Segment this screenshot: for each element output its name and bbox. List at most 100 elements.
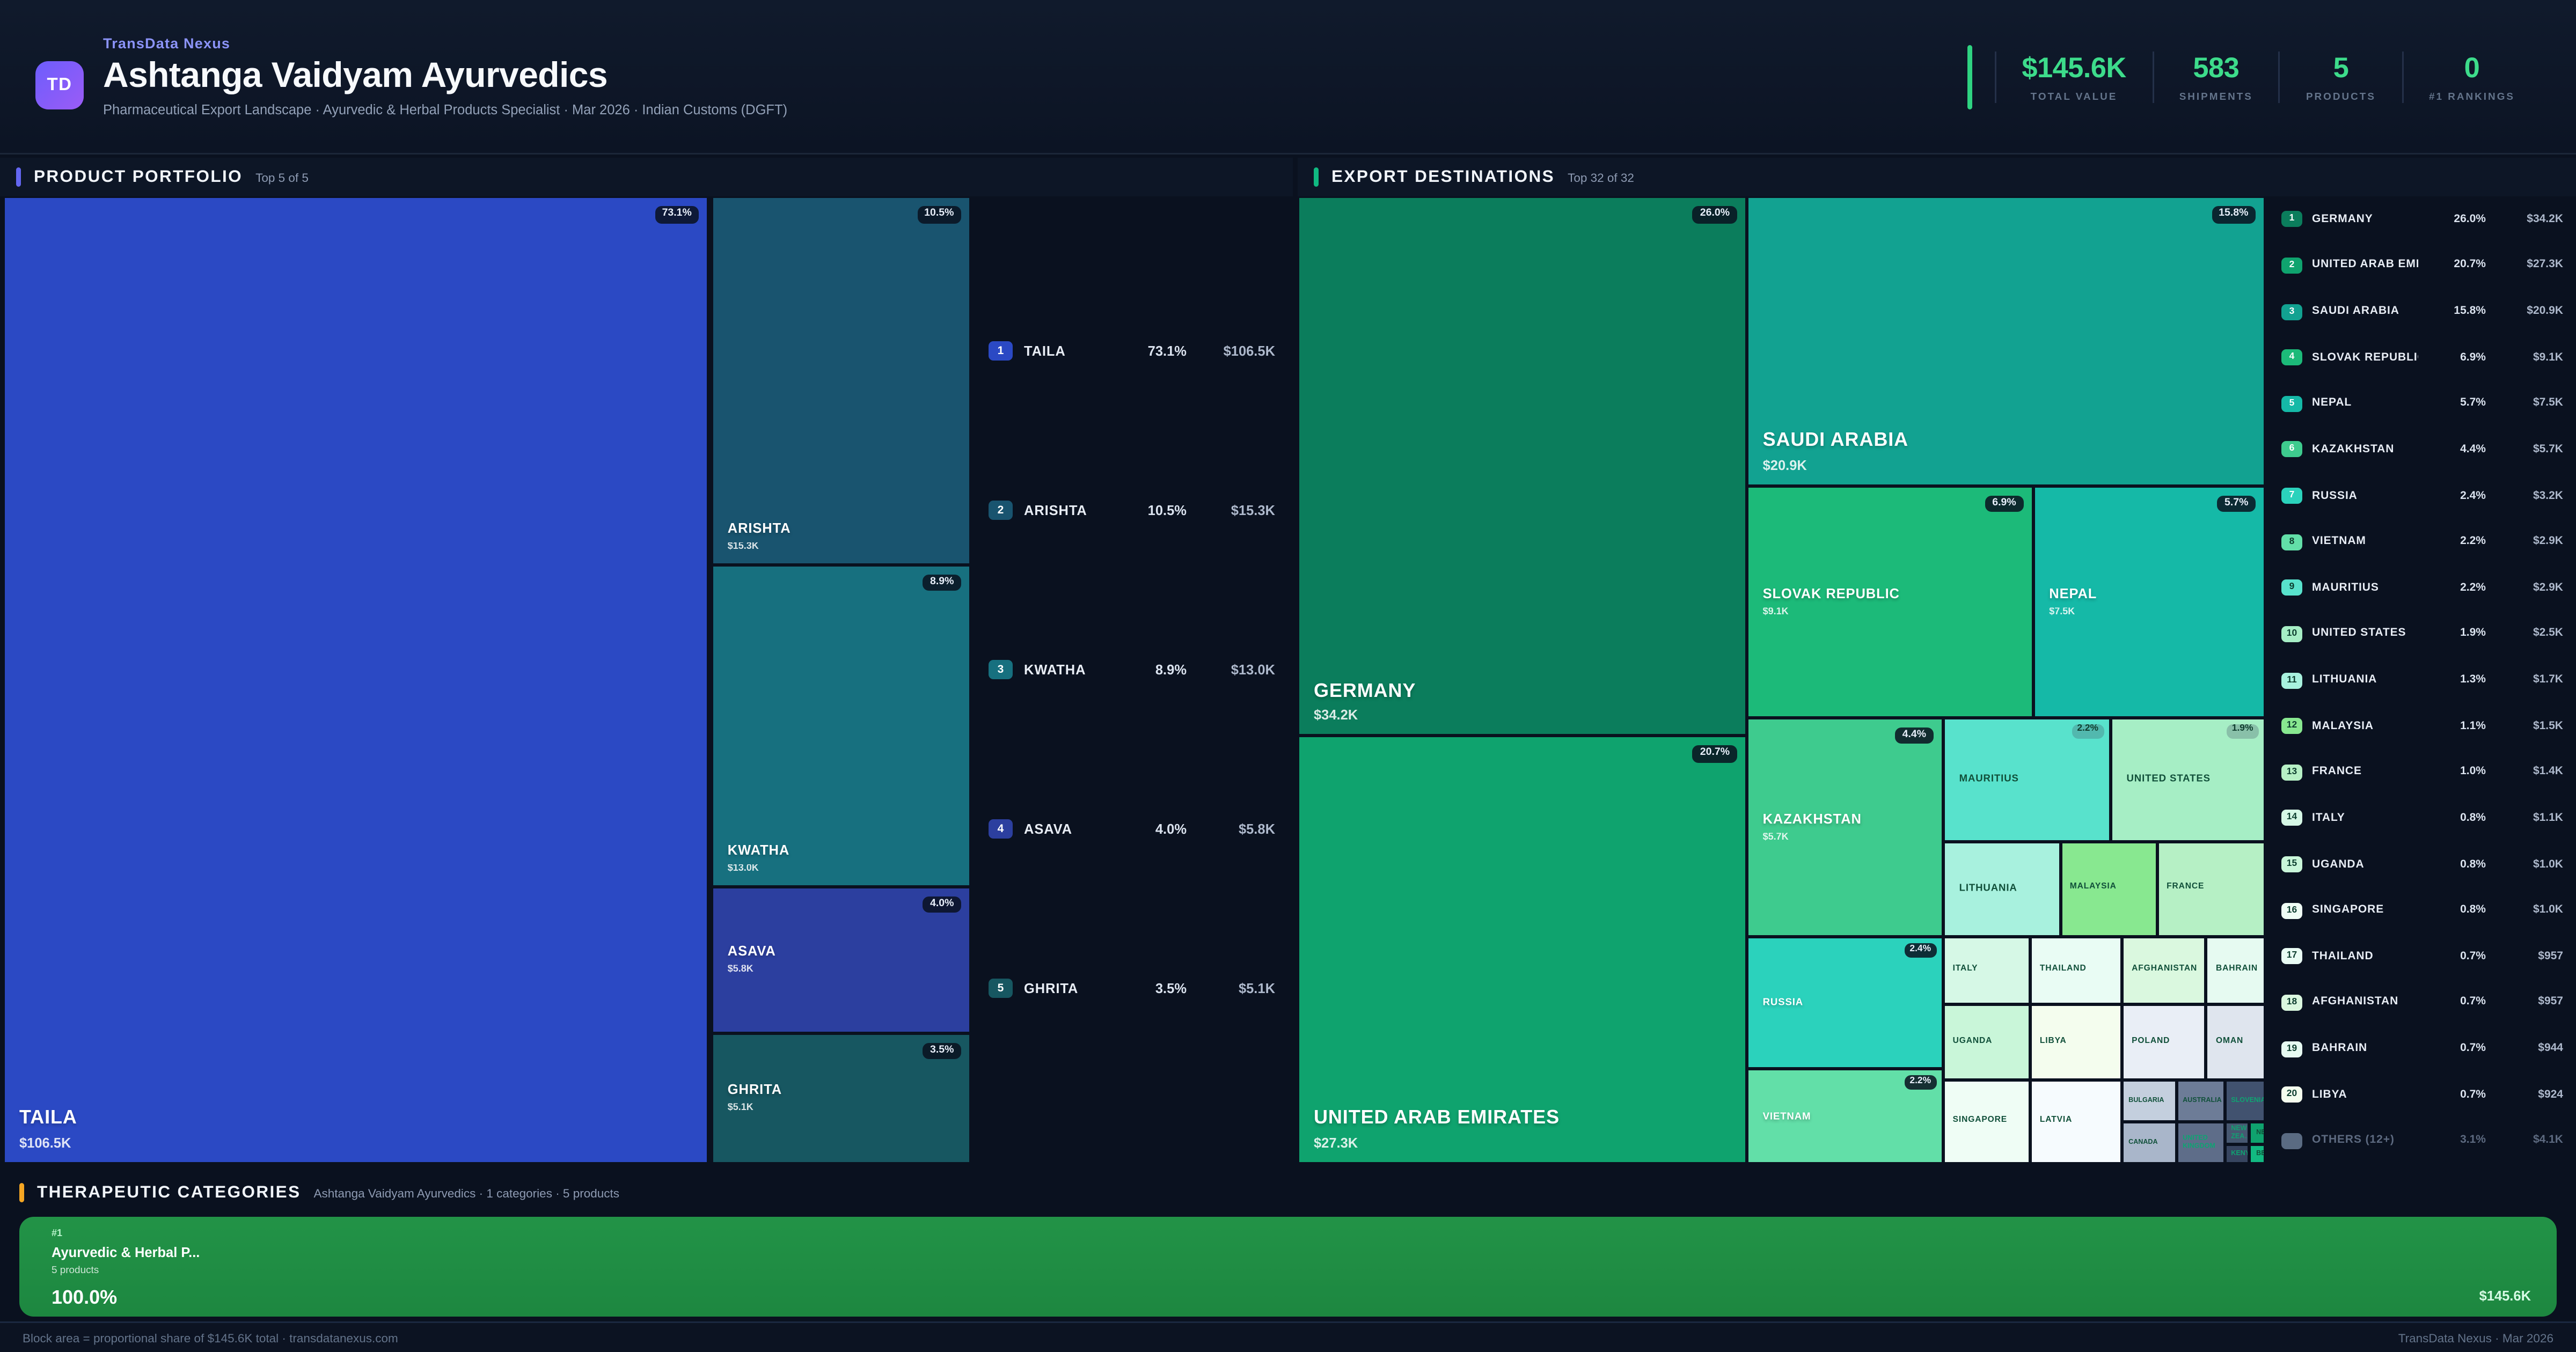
product-cell-arishta[interactable]: 10.5% ARISHTA $15.3K [711, 196, 971, 565]
destination-cell-uganda[interactable]: UGANDA [1943, 1005, 2030, 1080]
destination-cell-germany[interactable]: 26.0% GERMANY $34.2K [1298, 196, 1747, 737]
destination-cell-us[interactable]: 1.9% UNITED STATES [2110, 717, 2265, 842]
row-name: THAILAND [2312, 951, 2374, 962]
destination-list-item[interactable]: 10 UNITED STATES 1.9% $2.5K [2268, 611, 2576, 657]
destination-cell-newzealand[interactable]: NEW ZEA… [2224, 1122, 2250, 1144]
destination-list-item[interactable]: 8 VIETNAM 2.2% $2.9K [2268, 519, 2576, 565]
main-content: PRODUCT PORTFOLIO Top 5 of 5 73.1% TAILA $… [0, 158, 2576, 1164]
cell-label: KAZAKHSTAN $5.7K [1748, 811, 1942, 843]
destination-cell-ne[interactable]: NE [2250, 1122, 2265, 1144]
product-cell-taila[interactable]: 73.1% TAILA $106.5K [3, 196, 709, 1164]
destination-list-item[interactable]: 13 FRANCE 1.0% $1.4K [2268, 750, 2576, 796]
destination-cell-poland[interactable]: POLAND [2122, 1005, 2206, 1080]
rank-badge: 1 [2281, 211, 2302, 227]
rank-badge: 15 [2281, 856, 2302, 873]
destination-cell-australia[interactable]: AUSTRALIA [2176, 1079, 2225, 1122]
destination-list-item[interactable]: 16 SINGAPORE 0.8% $1.0K [2268, 887, 2576, 934]
row-percent: 0.7% [2460, 997, 2486, 1009]
destination-list-item[interactable]: 4 SLOVAK REPUBLIC 6.9% $9.1K [2268, 335, 2576, 381]
destination-cell-uae[interactable]: 20.7% UNITED ARAB EMIRATES $27.3K [1298, 736, 1747, 1164]
destination-cell-nepal[interactable]: 5.7% NEPAL $7.5K [2033, 486, 2265, 718]
row-name: LITHUANIA [2312, 674, 2377, 686]
destination-list-item[interactable]: 2 UNITED ARAB EMIRATES 20.7% $27.3K [2268, 243, 2576, 289]
rank-badge: 2 [989, 501, 1013, 520]
product-list-item[interactable]: 2 ARISHTA 10.5% $15.3K [976, 494, 1288, 526]
destination-list-item[interactable]: 5 NEPAL 5.7% $7.5K [2268, 381, 2576, 427]
destination-list-item[interactable]: 7 RUSSIA 2.4% $3.2K [2268, 473, 2576, 519]
destination-cell-mauritius[interactable]: 2.2% MAURITIUS [1943, 717, 2111, 842]
destination-list-item[interactable]: 19 BAHRAIN 0.7% $944 [2268, 1026, 2576, 1072]
destination-cell-saudi[interactable]: 15.8% SAUDI ARABIA $20.9K [1746, 196, 2265, 486]
destinations-subtitle: Top 32 of 32 [1568, 170, 1634, 185]
cell-name: THAILAND [2039, 964, 2087, 974]
destination-cell-kazakhstan[interactable]: 4.4% KAZAKHSTAN $5.7K [1746, 717, 1943, 938]
product-cell-kwatha[interactable]: 8.9% KWATHA $13.0K [711, 564, 971, 886]
product-list-item[interactable]: 1 TAILA 73.1% $106.5K [976, 335, 1288, 367]
category-block-ayurvedic[interactable]: #1 Ayurvedic & Herbal P... 5 products 10… [19, 1217, 2557, 1317]
destination-list-item[interactable]: 18 AFGHANISTAN 0.7% $957 [2268, 980, 2576, 1026]
destination-list-item[interactable]: 12 MALAYSIA 1.1% $1.5K [2268, 703, 2576, 750]
destination-cell-bahrain[interactable]: BAHRAIN [2206, 936, 2265, 1005]
destination-list-item[interactable]: 3 SAUDI ARABIA 15.8% $20.9K [2268, 289, 2576, 335]
destination-list-item[interactable]: 20 LIBYA 0.7% $924 [2268, 1072, 2576, 1118]
destination-list-item[interactable]: 1 GERMANY 26.0% $34.2K [2268, 196, 2576, 243]
destination-list-item[interactable]: 14 ITALY 0.8% $1.1K [2268, 795, 2576, 841]
destination-cell-bulgaria[interactable]: BULGARIA [2122, 1079, 2177, 1122]
product-cell-asava[interactable]: 4.0% ASAVA $5.8K [711, 886, 971, 1033]
destination-cell-uk[interactable]: UNITED KINGDOM [2176, 1122, 2225, 1164]
destination-cell-thailand[interactable]: THAILAND [2030, 936, 2123, 1005]
destination-cell-kenya[interactable]: KENYA [2224, 1144, 2250, 1164]
percent-badge: 2.2% [1904, 1075, 1937, 1090]
stat-label: PRODUCTS [2306, 91, 2376, 102]
destination-cell-italy[interactable]: ITALY [1943, 936, 2030, 1005]
destination-list-item[interactable]: 9 MAURITIUS 2.2% $2.9K [2268, 565, 2576, 611]
rank-badge: 14 [2281, 810, 2302, 827]
row-value: $944 [2538, 1043, 2563, 1055]
destination-cell-afghanistan[interactable]: AFGHANISTAN [2122, 936, 2206, 1005]
destination-cell-slovak[interactable]: 6.9% SLOVAK REPUBLIC $9.1K [1746, 486, 2033, 718]
cell-label: SINGAPORE [1945, 1115, 2029, 1127]
cell-label: UNITED ARAB EMIRATES $27.3K [1299, 1106, 1745, 1151]
cell-value: $9.1K [1762, 607, 1789, 617]
export-destinations-panel: EXPORT DESTINATIONS Top 32 of 32 26.0% GE… [1298, 158, 2576, 1164]
destination-cell-canada[interactable]: CANADA [2122, 1122, 2177, 1164]
destination-cell-vietnam[interactable]: 2.2% VIETNAM [1746, 1069, 1943, 1164]
destination-cell-be[interactable]: BE [2250, 1144, 2265, 1164]
destination-cell-malaysia[interactable]: MALAYSIA [2060, 841, 2157, 937]
destination-list-others[interactable]: OTHERS (12+) 3.1% $4.1K [2268, 1118, 2576, 1164]
cell-label: THAILAND [2032, 964, 2120, 975]
cell-name: AFGHANISTAN [2132, 964, 2198, 974]
destination-cell-latvia[interactable]: LATVIA [2030, 1079, 2123, 1164]
destination-cell-oman[interactable]: OMAN [2206, 1005, 2265, 1080]
product-list-item[interactable]: 3 KWATHA 8.9% $13.0K [976, 653, 1288, 686]
destination-cell-slovenia[interactable]: SLOVENIA [2224, 1079, 2265, 1122]
destination-cell-lithuania[interactable]: LITHUANIA [1943, 841, 2060, 937]
row-value: $20.9K [2527, 306, 2563, 318]
cell-name: NE [2256, 1127, 2265, 1136]
cell-label: ITALY [1945, 964, 2029, 975]
destination-list-item[interactable]: 11 LITHUANIA 1.3% $1.7K [2268, 657, 2576, 703]
cell-value: $27.3K [1314, 1134, 1358, 1151]
row-value: $3.2K [2533, 490, 2563, 502]
destination-cell-libya[interactable]: LIBYA [2030, 1005, 2123, 1080]
cell-name: NEW ZEA… [2231, 1123, 2250, 1140]
row-name: FRANCE [2312, 766, 2362, 778]
row-value: $27.3K [2527, 260, 2563, 271]
rank-badge [2281, 1133, 2302, 1149]
row-value: $13.0K [1231, 662, 1275, 678]
product-list-item[interactable]: 4 ASAVA 4.0% $5.8K [976, 813, 1288, 845]
destination-list-item[interactable]: 6 KAZAKHSTAN 4.4% $5.7K [2268, 427, 2576, 473]
destination-list-item[interactable]: 17 THAILAND 0.7% $957 [2268, 934, 2576, 980]
row-name: KWATHA [1024, 662, 1086, 678]
product-cell-ghrita[interactable]: 3.5% GHRITA $5.1K [711, 1033, 971, 1164]
header: TD TransData Nexus Ashtanga Vaidyam Ayur… [0, 0, 2576, 155]
destination-cell-singapore[interactable]: SINGAPORE [1943, 1079, 2030, 1164]
destination-cell-russia[interactable]: 2.4% RUSSIA [1746, 937, 1943, 1069]
destination-list-item[interactable]: 15 UGANDA 0.8% $1.0K [2268, 841, 2576, 887]
row-name: OTHERS (12+) [2312, 1135, 2395, 1147]
percent-badge: 4.4% [1895, 727, 1934, 745]
cell-value: $13.0K [727, 863, 759, 873]
product-list-item[interactable]: 5 GHRITA 3.5% $5.1K [976, 972, 1288, 1004]
row-name: ASAVA [1024, 821, 1072, 837]
destination-cell-france[interactable]: FRANCE [2157, 841, 2265, 937]
